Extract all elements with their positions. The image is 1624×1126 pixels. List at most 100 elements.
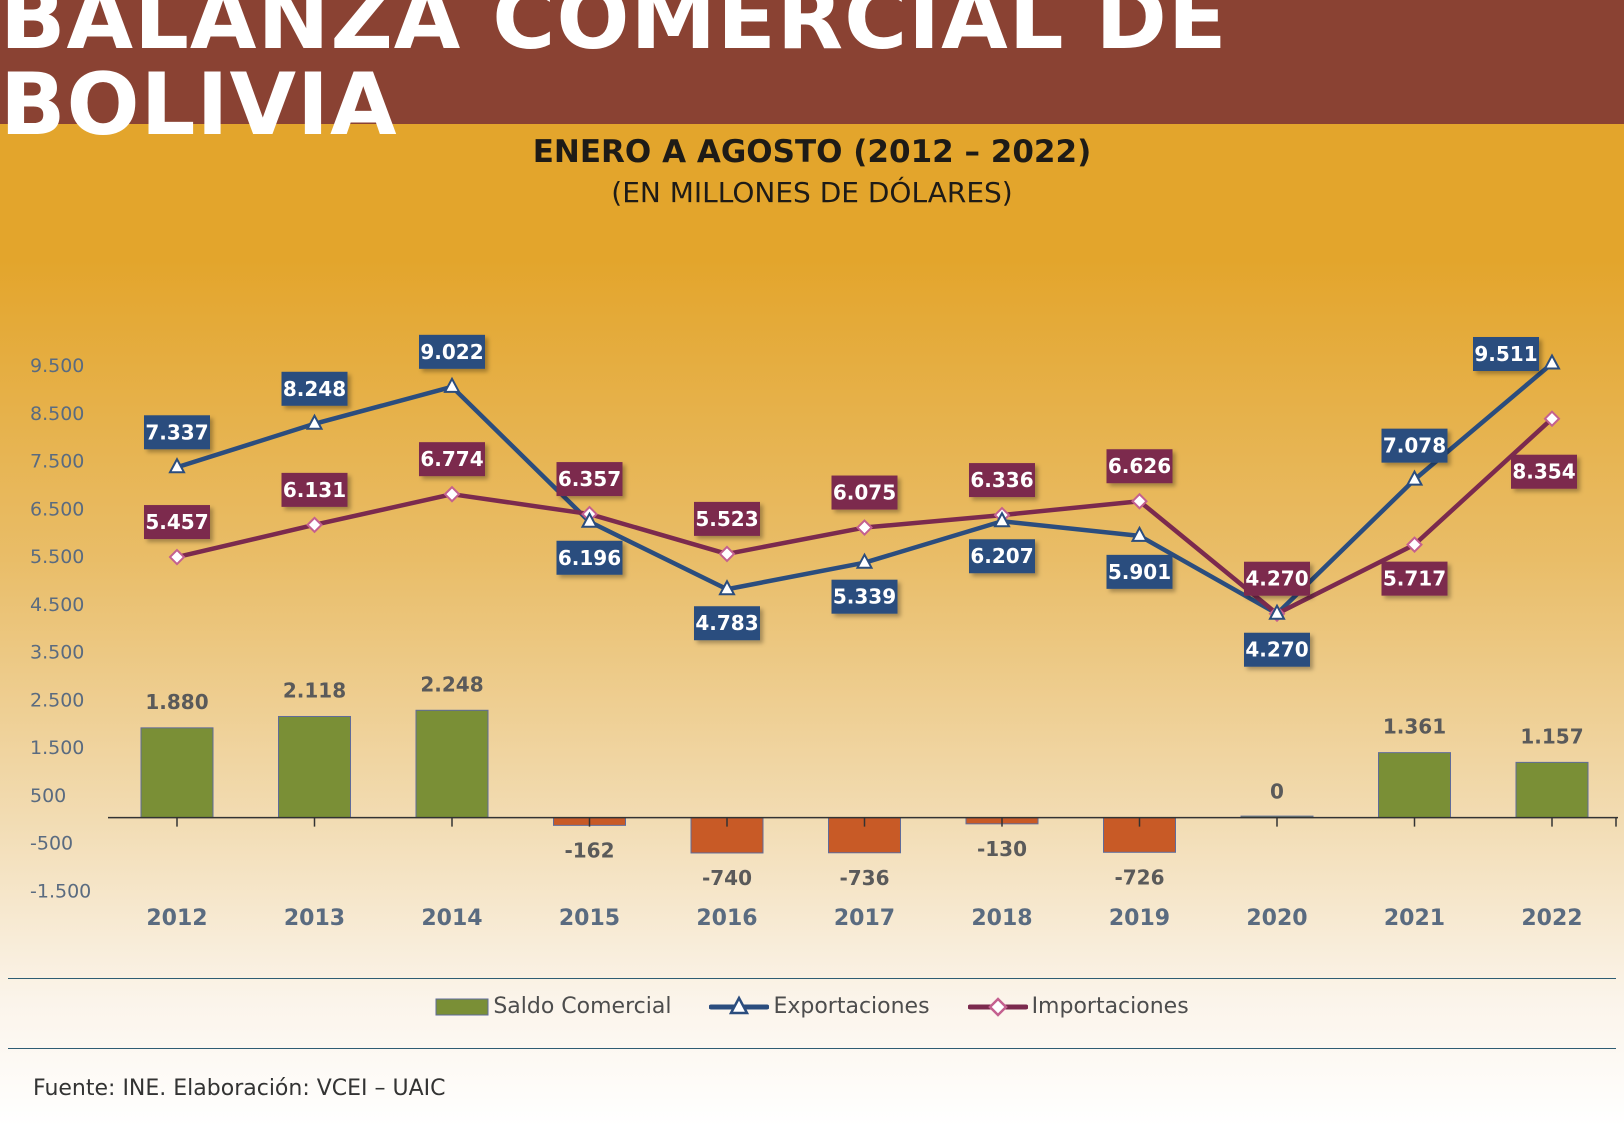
- data-labels: 7.337 8.248 9.022 6.196 4.783 5.339 6.207 5.901…: [144, 334, 1584, 890]
- importaciones-label: 6.336: [969, 463, 1035, 498]
- x-tick-label: 2016: [696, 906, 757, 931]
- x-tick-label: 2015: [559, 906, 620, 931]
- importaciones-marker: [856, 519, 873, 536]
- saldo-label: 1.361: [1383, 715, 1446, 739]
- exportaciones-label: 7.078: [1381, 428, 1448, 463]
- exportaciones-label-text: 4.783: [695, 611, 758, 635]
- importaciones-label-text: 5.717: [1383, 567, 1446, 591]
- saldo-label: 2.248: [420, 672, 483, 696]
- legend-diamond-line-icon: [967, 996, 1028, 1017]
- importaciones-label: 6.626: [1106, 449, 1173, 484]
- x-tick-label: 2021: [1384, 906, 1445, 931]
- saldo-bar: [415, 709, 489, 819]
- exportaciones-label-text: 5.339: [833, 585, 896, 609]
- saldo-label: 0: [1270, 780, 1284, 804]
- y-tick-label: -1.500: [30, 880, 91, 902]
- exportaciones-label: 9.511: [1473, 337, 1539, 371]
- importaciones-label-box: [419, 442, 485, 477]
- importaciones-label: 5.457: [144, 505, 210, 540]
- y-tick-label: -500: [30, 833, 73, 855]
- importaciones-marker: [443, 485, 461, 503]
- y-tick-label: 2.500: [30, 689, 84, 711]
- importaciones-marker: [168, 548, 186, 566]
- importaciones-label-text: 6.075: [833, 481, 896, 505]
- exportaciones-label-box: [969, 539, 1035, 574]
- exportaciones-marker: [1268, 603, 1286, 620]
- importaciones-label-text: 5.523: [695, 507, 758, 531]
- exportaciones-label-text: 7.337: [145, 420, 208, 444]
- y-tick-label: 9.500: [30, 355, 84, 377]
- trade-balance-chart: 9.500 8.500 7.500 6.500 5.500 4.500 3.500 2.500…: [30, 334, 1618, 931]
- y-tick-label: 6.500: [30, 498, 84, 520]
- x-tick-label: 2014: [421, 906, 482, 931]
- exportaciones-label-box: [831, 579, 898, 614]
- exportaciones-marker: [580, 511, 599, 528]
- exportaciones-label: 6.207: [969, 539, 1035, 574]
- importaciones-label-box: [1511, 454, 1577, 489]
- importaciones-label: 6.075: [831, 475, 898, 510]
- saldo-bar: [1515, 761, 1589, 819]
- importaciones-label: 8.354: [1511, 454, 1577, 489]
- exportaciones-label-box: [1473, 337, 1539, 371]
- importaciones-label-text: 5.457: [145, 510, 208, 534]
- importaciones-label-box: [556, 462, 623, 497]
- importaciones-label-text: 6.626: [1108, 454, 1171, 478]
- title-banner: BALANZA COMERCIAL DE BOLIVIA: [0, 0, 1624, 148]
- importaciones-label: 5.523: [694, 501, 760, 536]
- exportaciones-marker: [855, 552, 874, 569]
- saldo-label: -162: [564, 838, 614, 862]
- saldo-label: -736: [839, 866, 889, 890]
- y-tick-label: 3.500: [30, 642, 84, 664]
- exportaciones-label-text: 7.078: [1383, 434, 1446, 458]
- chart-units: (EN MILLONES DE DÓLARES): [611, 176, 1013, 209]
- saldo-label: -740: [702, 866, 752, 890]
- x-tick-label: 2020: [1246, 906, 1307, 931]
- importaciones-label: 6.357: [556, 462, 623, 497]
- legend-label-exportaciones: Exportaciones: [773, 994, 930, 1019]
- exportaciones-label: 7.337: [144, 415, 210, 450]
- importaciones-label-text: 6.336: [970, 468, 1033, 492]
- saldo-bar: [278, 715, 351, 819]
- legend-top-rule: [8, 978, 1616, 979]
- exportaciones-label-box: [144, 415, 210, 450]
- legend: Saldo Comercial Exportaciones Importacio…: [0, 994, 1624, 1019]
- importaciones-label-text: 4.270: [1245, 567, 1308, 591]
- saldo-label: 1.880: [145, 690, 208, 714]
- importaciones-marker: [1543, 410, 1561, 428]
- exportaciones-marker: [993, 511, 1011, 528]
- importaciones-label: 6.774: [419, 442, 485, 477]
- x-tick-label: 2017: [834, 906, 895, 931]
- importaciones-label-text: 8.354: [1512, 460, 1575, 484]
- exportaciones-marker: [718, 579, 736, 596]
- exportaciones-label: 6.196: [556, 540, 623, 575]
- page-title: BALANZA COMERCIAL DE BOLIVIA: [0, 0, 1228, 155]
- importaciones-label-text: 6.131: [283, 478, 346, 502]
- importaciones-marker: [306, 516, 323, 534]
- importaciones-label: 6.131: [281, 472, 348, 507]
- exportaciones-marker: [1405, 469, 1424, 486]
- saldo-label: -130: [977, 837, 1027, 861]
- importaciones-label-text: 6.774: [420, 447, 483, 471]
- exportaciones-label-box: [281, 371, 348, 406]
- exportaciones-label: 4.270: [1244, 632, 1310, 667]
- x-tick-label: 2013: [284, 906, 345, 931]
- saldo-bar: [1378, 752, 1451, 819]
- legend-item-exportaciones: Exportaciones: [709, 994, 930, 1019]
- importaciones-marker: [718, 545, 736, 563]
- exportaciones-label-box: [556, 540, 623, 575]
- saldo-bar: [140, 727, 214, 819]
- importaciones-label-box: [694, 501, 760, 536]
- exportaciones-marker: [168, 457, 186, 474]
- exportaciones-label-box: [1381, 428, 1448, 463]
- legend-item-saldo: Saldo Comercial: [435, 994, 671, 1019]
- exportaciones-label-text: 9.511: [1474, 342, 1537, 366]
- x-axis: 2012 2013 2014 2015 2016 2017 2018 2019 2020 2021…: [108, 816, 1618, 931]
- exportaciones-label-text: 6.207: [970, 544, 1033, 568]
- exportaciones-label-text: 9.022: [420, 340, 483, 364]
- importaciones-label-box: [1106, 449, 1173, 484]
- exportaciones-label-text: 4.270: [1245, 638, 1308, 662]
- importaciones-label: 4.270: [1244, 561, 1310, 596]
- y-tick-label: 1.500: [30, 737, 84, 759]
- x-tick-label: 2012: [146, 906, 207, 931]
- importaciones-label: 5.717: [1381, 561, 1448, 596]
